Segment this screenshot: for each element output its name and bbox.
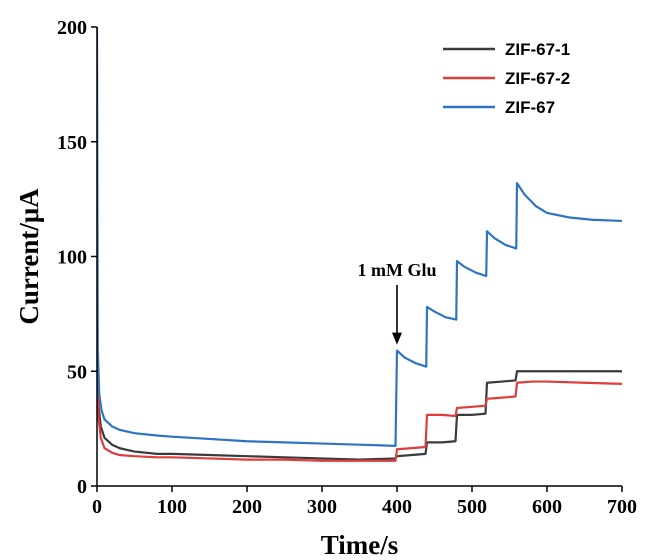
legend-label: ZIF-67 bbox=[505, 98, 555, 117]
legend: ZIF-67-1 ZIF-67-2 ZIF-67 bbox=[443, 40, 570, 117]
series-layer bbox=[97, 27, 622, 462]
x-tick-label: 400 bbox=[382, 496, 412, 518]
x-tick-label: 500 bbox=[457, 496, 487, 518]
series-line-zif-67-2 bbox=[97, 320, 622, 462]
y-tick-label: 150 bbox=[57, 132, 87, 154]
axes-layer bbox=[96, 27, 622, 487]
x-tick-label: 600 bbox=[532, 496, 562, 518]
x-tick-label: 0 bbox=[92, 496, 102, 518]
x-tick-label: 300 bbox=[307, 496, 337, 518]
x-axis-title: Time/s bbox=[321, 530, 399, 560]
series-line-zif-67 bbox=[97, 27, 622, 447]
annotation-label: 1 mM Glu bbox=[358, 260, 437, 280]
y-axis-title: Current/μA bbox=[14, 188, 44, 325]
legend-label: ZIF-67-2 bbox=[505, 69, 570, 88]
legend-label: ZIF-67-1 bbox=[505, 40, 570, 59]
y-tick-label: 100 bbox=[57, 247, 87, 269]
y-tick-label: 50 bbox=[67, 361, 87, 383]
x-tick-label: 200 bbox=[232, 496, 262, 518]
y-tick-label: 200 bbox=[57, 17, 87, 39]
annotation: 1 mM Glu bbox=[358, 260, 437, 345]
y-tick-label: 0 bbox=[77, 476, 87, 498]
annotation-arrow-head bbox=[392, 332, 402, 345]
x-tick-label: 100 bbox=[157, 496, 187, 518]
series-line-zif-67-1 bbox=[97, 370, 622, 461]
ticks-layer: 0 100 200 300 400 500 600 700 0 50 100 150 200 bbox=[57, 17, 637, 518]
x-tick-label: 700 bbox=[607, 496, 637, 518]
